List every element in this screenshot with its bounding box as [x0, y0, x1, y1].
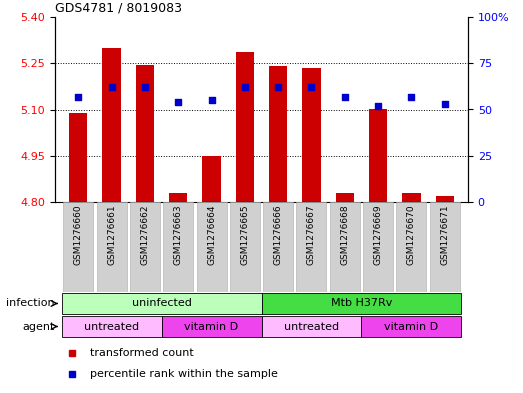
Bar: [163, 202, 193, 292]
Text: GSM1276663: GSM1276663: [174, 205, 183, 265]
Point: [308, 84, 316, 90]
Bar: [202, 156, 221, 202]
Text: GSM1276664: GSM1276664: [207, 205, 216, 265]
Bar: [103, 48, 121, 202]
Point: [340, 94, 349, 100]
Point: [74, 94, 83, 100]
Bar: [262, 293, 461, 314]
Text: transformed count: transformed count: [90, 349, 194, 358]
Text: GSM1276662: GSM1276662: [141, 205, 150, 265]
Bar: [262, 316, 361, 337]
Point: [141, 84, 149, 90]
Point: [241, 84, 249, 90]
Bar: [62, 293, 262, 314]
Bar: [69, 112, 87, 202]
Bar: [363, 202, 393, 292]
Bar: [436, 196, 454, 202]
Bar: [63, 202, 93, 292]
Point: [407, 94, 416, 100]
Bar: [263, 202, 293, 292]
Bar: [130, 202, 160, 292]
Bar: [336, 193, 354, 202]
Bar: [197, 202, 226, 292]
Bar: [162, 316, 262, 337]
Point: [374, 103, 382, 109]
Text: GSM1276669: GSM1276669: [373, 205, 382, 265]
Point: [440, 101, 449, 107]
Text: GSM1276671: GSM1276671: [440, 205, 449, 265]
Bar: [230, 202, 260, 292]
Bar: [97, 202, 127, 292]
Bar: [402, 193, 420, 202]
Text: GSM1276670: GSM1276670: [407, 205, 416, 265]
Text: GSM1276667: GSM1276667: [307, 205, 316, 265]
Bar: [62, 316, 162, 337]
Point: [174, 99, 183, 105]
Point: [274, 84, 282, 90]
Point: [107, 84, 116, 90]
Text: uninfected: uninfected: [132, 299, 191, 309]
Text: vitamin D: vitamin D: [185, 321, 238, 332]
Text: untreated: untreated: [284, 321, 339, 332]
Text: infection: infection: [6, 299, 54, 309]
Text: agent: agent: [22, 321, 54, 332]
Text: GSM1276665: GSM1276665: [241, 205, 249, 265]
Text: vitamin D: vitamin D: [384, 321, 438, 332]
Text: GDS4781 / 8019083: GDS4781 / 8019083: [55, 2, 182, 15]
Bar: [369, 110, 387, 202]
Bar: [330, 202, 360, 292]
Text: GSM1276660: GSM1276660: [74, 205, 83, 265]
Bar: [396, 202, 426, 292]
Bar: [169, 193, 187, 202]
Bar: [236, 52, 254, 202]
Bar: [136, 65, 154, 202]
Text: GSM1276666: GSM1276666: [274, 205, 282, 265]
Text: percentile rank within the sample: percentile rank within the sample: [90, 369, 278, 379]
Bar: [361, 316, 461, 337]
Bar: [297, 202, 326, 292]
Bar: [430, 202, 460, 292]
Text: untreated: untreated: [84, 321, 139, 332]
Text: GSM1276661: GSM1276661: [107, 205, 116, 265]
Text: GSM1276668: GSM1276668: [340, 205, 349, 265]
Point: [207, 97, 215, 103]
Bar: [302, 68, 321, 202]
Bar: [269, 66, 287, 202]
Text: Mtb H37Rv: Mtb H37Rv: [331, 299, 392, 309]
